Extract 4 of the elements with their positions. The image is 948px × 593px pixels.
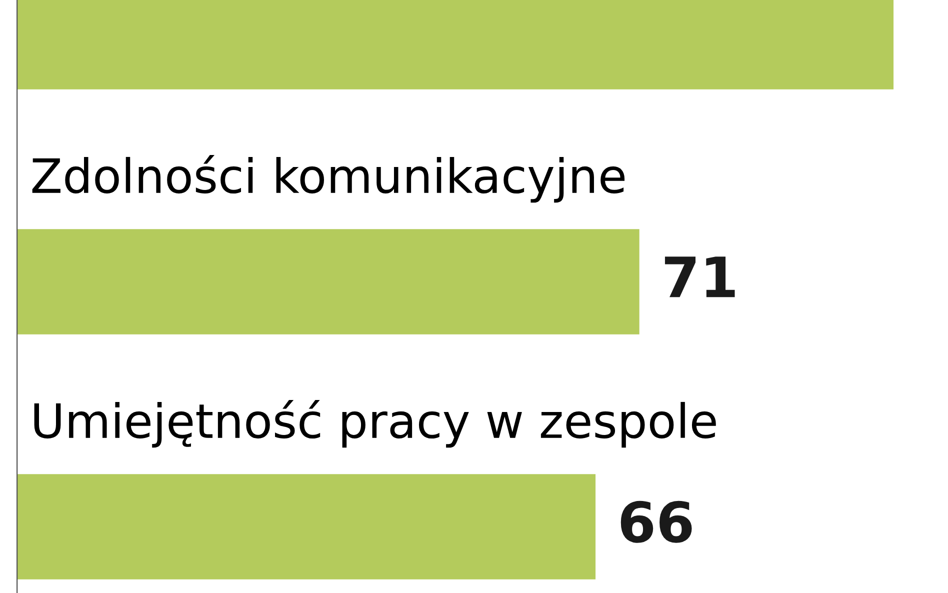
y-tick-label: Zdolności komunikacyjne bbox=[32, 155, 625, 203]
y-tick-label: Umiejętność pracy w zespole bbox=[34, 400, 716, 448]
data-label: 71 bbox=[664, 256, 735, 298]
data-label: 66 bbox=[620, 500, 692, 543]
